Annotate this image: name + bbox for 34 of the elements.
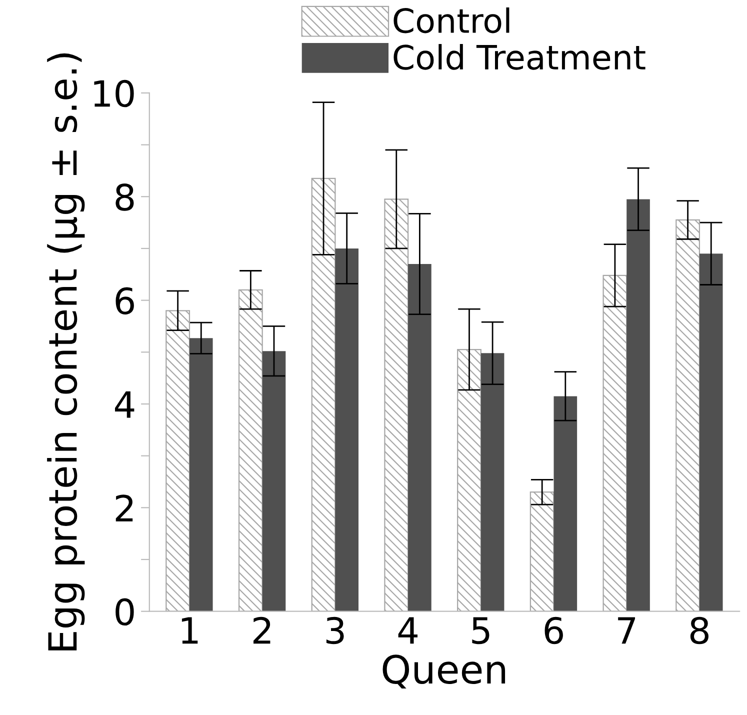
bar <box>408 264 432 612</box>
y-axis-title: Egg protein content (μg ± s.e.) <box>47 53 85 650</box>
y-tick-label: 10 <box>94 80 134 108</box>
legend-label: Cold Treatment <box>394 44 646 70</box>
x-tick-label: 5 <box>472 617 490 644</box>
y-tick-label: 2 <box>116 494 133 522</box>
bar <box>166 310 190 612</box>
x-tick-label: 1 <box>182 617 198 644</box>
bar <box>457 348 482 612</box>
legend-label: Control <box>394 7 510 34</box>
bar <box>311 178 336 612</box>
bar <box>699 254 723 612</box>
y-tick-label: 4 <box>114 391 134 418</box>
bar <box>189 338 213 612</box>
x-tick-label: 2 <box>253 616 270 644</box>
x-axis-title: Queen <box>382 654 506 688</box>
bar <box>602 274 628 612</box>
x-tick-label: 4 <box>398 617 418 644</box>
x-tick-label: 7 <box>618 617 636 644</box>
x-tick-label: 6 <box>544 616 563 644</box>
y-tick-label: 0 <box>116 598 134 626</box>
bar <box>626 199 650 612</box>
bar <box>384 198 409 612</box>
bar <box>530 492 554 612</box>
bar <box>554 396 578 612</box>
bar <box>480 353 504 612</box>
x-tick-label: 3 <box>326 616 344 644</box>
bar <box>238 289 263 612</box>
y-tick-label: 6 <box>116 287 134 315</box>
bar <box>262 351 286 612</box>
bar <box>676 219 700 612</box>
x-tick-label: 8 <box>690 616 708 644</box>
y-tick-label: 8 <box>116 184 134 211</box>
bar <box>335 248 358 612</box>
